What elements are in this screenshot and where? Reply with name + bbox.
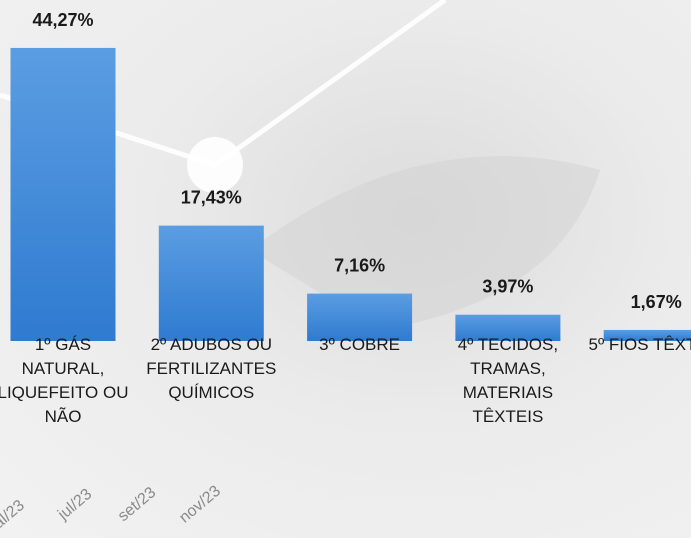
value-label: 17,43% xyxy=(181,188,242,208)
bar xyxy=(158,225,264,341)
background-decoration xyxy=(250,156,600,330)
bar xyxy=(603,329,691,341)
value-label: 3,97% xyxy=(482,277,533,297)
value-label: 1,67% xyxy=(631,292,682,312)
background-label: set/23 xyxy=(115,484,159,525)
background-label: al/23 xyxy=(0,497,28,532)
bar xyxy=(455,314,561,341)
bar xyxy=(307,293,413,341)
background-label: nov/23 xyxy=(176,483,224,527)
bar xyxy=(10,47,116,342)
category-label: 4º TECIDOS, TRAMAS, MATERIAIS TÊXTEIS xyxy=(457,335,559,426)
category-label: 2º ADUBOS OU FERTILIZANTES QUÍMICOS xyxy=(146,335,277,402)
value-label: 7,16% xyxy=(334,256,385,276)
value-label: 44,27% xyxy=(32,10,93,30)
background-label: jul/23 xyxy=(54,486,95,524)
category-label: 5º FIOS TÊXTEIS xyxy=(588,335,691,354)
category-label: 3º COBRE xyxy=(319,335,401,354)
category-label: 1º GÁS NATURAL, LIQUEFEITO OU NÃO xyxy=(0,335,129,426)
